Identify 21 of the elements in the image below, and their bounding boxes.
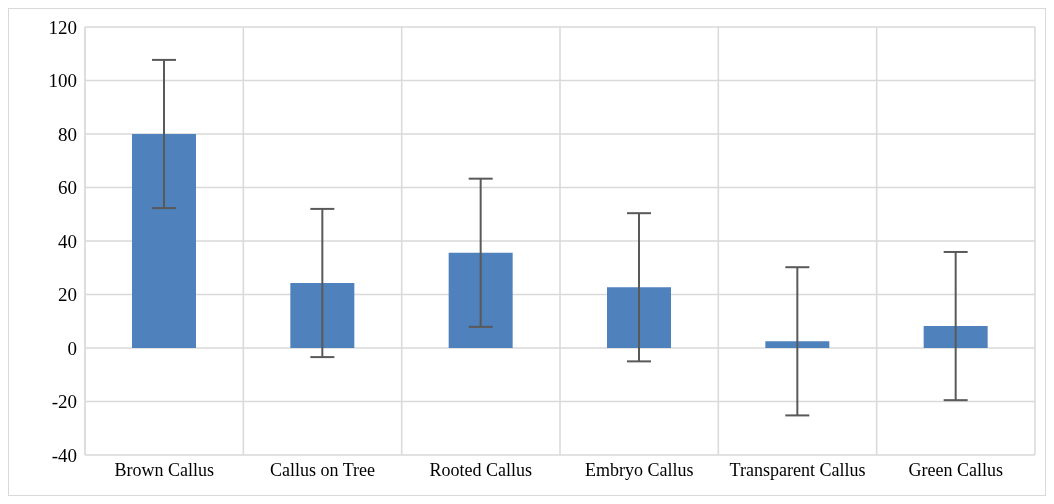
y-tick-label: 60: [58, 177, 77, 199]
bar: [290, 283, 355, 348]
x-tick-label: Green Callus: [908, 459, 1004, 480]
x-tick-label: Callus on Tree: [269, 459, 376, 480]
y-tick-label: 100: [48, 70, 77, 92]
bar: [132, 134, 196, 348]
y-tick-label: 40: [58, 230, 77, 252]
bar: [765, 341, 830, 348]
y-tick-label: -20: [51, 391, 77, 413]
y-tick-label: -40: [51, 444, 77, 466]
y-tick-label: 120: [48, 16, 77, 38]
bar: [448, 252, 513, 348]
y-tick-label: 80: [58, 123, 77, 145]
y-tick-label: 0: [67, 337, 77, 359]
y-tick-label: 20: [58, 284, 77, 306]
x-tick-label: Embryo Callus: [584, 459, 694, 480]
bar: [923, 326, 988, 348]
x-tick-label: Transparent Callus: [729, 459, 866, 480]
bar: [607, 287, 671, 348]
x-tick-label: Brown Callus: [114, 459, 214, 480]
x-tick-label: Rooted Callus: [429, 459, 533, 480]
